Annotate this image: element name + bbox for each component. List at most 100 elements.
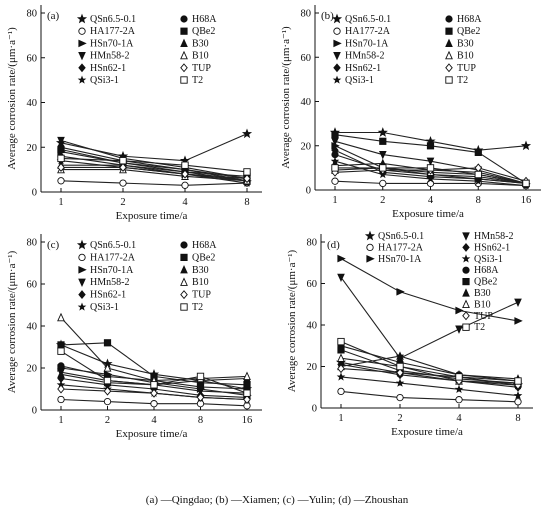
data-point (379, 179, 387, 188)
legend-entry: HSn70-1A (90, 38, 134, 49)
legend-marker (332, 75, 342, 84)
data-point (336, 372, 346, 381)
series-line (60, 180, 248, 186)
y-tick-label: 60 (301, 53, 312, 64)
y-tick-label: 20 (307, 362, 318, 373)
panel-label: (c) (47, 239, 60, 251)
x-tick-label: 1 (338, 413, 343, 424)
data-point (57, 347, 65, 355)
legend-entry: QSn6.5-0.1 (378, 231, 424, 242)
data-point (331, 131, 339, 139)
series-line (340, 376, 519, 397)
legend-marker (462, 232, 470, 241)
data-point (377, 127, 388, 137)
y-tick-label: 40 (307, 321, 318, 332)
legend-entry: QSi3-1 (90, 75, 119, 86)
x-axis-title: Exposure time/a (116, 210, 188, 222)
legend-marker (180, 63, 188, 73)
series-T2 (57, 154, 251, 176)
series-T2 (57, 347, 251, 397)
data-point (337, 337, 345, 346)
legend-marker (462, 311, 470, 321)
y-tick-label: 40 (301, 97, 312, 108)
legend-entry: HA177-2A (90, 26, 136, 37)
legend-entry: B30 (474, 288, 491, 299)
legend-entry: QSi3-1 (474, 254, 503, 265)
data-point (337, 387, 345, 396)
data-point (103, 397, 112, 406)
legend-marker (78, 253, 86, 262)
legend-entry: TUP (192, 290, 211, 301)
y-tick-label: 40 (27, 98, 38, 109)
data-point (119, 162, 127, 172)
legend-entry: QBe2 (457, 26, 480, 37)
data-point (426, 174, 435, 183)
data-point (474, 170, 482, 179)
legend-marker (333, 27, 341, 35)
panel-1: 0 20 40 60 80 1 2 4 8 Exposure time/a Average corr… (6, 5, 262, 222)
data-point (455, 396, 463, 404)
series-T2 (331, 164, 530, 188)
legend-marker (366, 243, 374, 252)
legend-marker (445, 27, 453, 35)
legend-entry: HSn62-1 (474, 242, 510, 253)
legend-marker (462, 242, 470, 252)
series-line (61, 164, 248, 182)
data-point (522, 179, 530, 188)
data-point (455, 325, 463, 334)
data-point (396, 287, 405, 296)
data-point (150, 400, 158, 408)
series-line (60, 148, 248, 177)
data-point (337, 353, 345, 362)
legend-entry: B10 (474, 299, 491, 310)
legend-entry: HSn62-1 (345, 63, 381, 74)
data-point (331, 151, 339, 159)
legend-marker (333, 52, 341, 61)
y-tick-label: 20 (27, 143, 38, 154)
legend-marker (180, 241, 188, 249)
legend-marker (180, 277, 188, 286)
series-HA177-2A (337, 387, 522, 406)
legend-entry: HSn70-1A (345, 38, 389, 49)
legend-marker (78, 39, 87, 48)
legend-marker (180, 265, 188, 274)
data-point (455, 373, 463, 381)
legend-entry: QBe2 (474, 277, 497, 288)
data-point (103, 386, 112, 396)
data-point (57, 145, 65, 154)
y-tick-label: 60 (27, 280, 38, 291)
data-point (426, 164, 435, 172)
data-point (514, 317, 523, 325)
series-line (60, 160, 248, 184)
legend-marker (462, 323, 470, 331)
legend-entry: B10 (192, 277, 209, 288)
legend-marker (180, 50, 188, 60)
x-tick-label: 16 (242, 415, 253, 426)
legend-marker (331, 13, 343, 24)
data-point (150, 388, 158, 398)
data-point (514, 377, 522, 385)
legend-entry: T2 (474, 322, 485, 333)
data-point (57, 136, 65, 146)
data-point (119, 157, 127, 165)
x-tick-label: 1 (332, 195, 337, 206)
x-tick-label: 1 (58, 415, 63, 426)
legend-marker (445, 15, 453, 23)
series-line (61, 169, 248, 182)
data-point (337, 364, 345, 374)
series-line (60, 151, 248, 182)
x-tick-label: 8 (198, 415, 203, 426)
y-tick-label: 0 (32, 406, 37, 417)
data-point (520, 140, 532, 151)
data-point (337, 273, 345, 283)
x-tick-label: 4 (428, 195, 434, 206)
legend-entry: HA177-2A (378, 242, 424, 253)
data-point (474, 148, 482, 156)
legend: QSn6.5-0.1 HMn58-2 HA177-2A HSn62-1 HSn70-1A… (364, 230, 513, 333)
y-tick-label: 80 (27, 9, 38, 20)
legend-entry: QSi3-1 (345, 75, 374, 86)
x-tick-label: 2 (380, 195, 385, 206)
x-axis-title: Exposure time/a (391, 426, 463, 438)
data-point (57, 395, 65, 404)
legend-marker (78, 63, 86, 73)
